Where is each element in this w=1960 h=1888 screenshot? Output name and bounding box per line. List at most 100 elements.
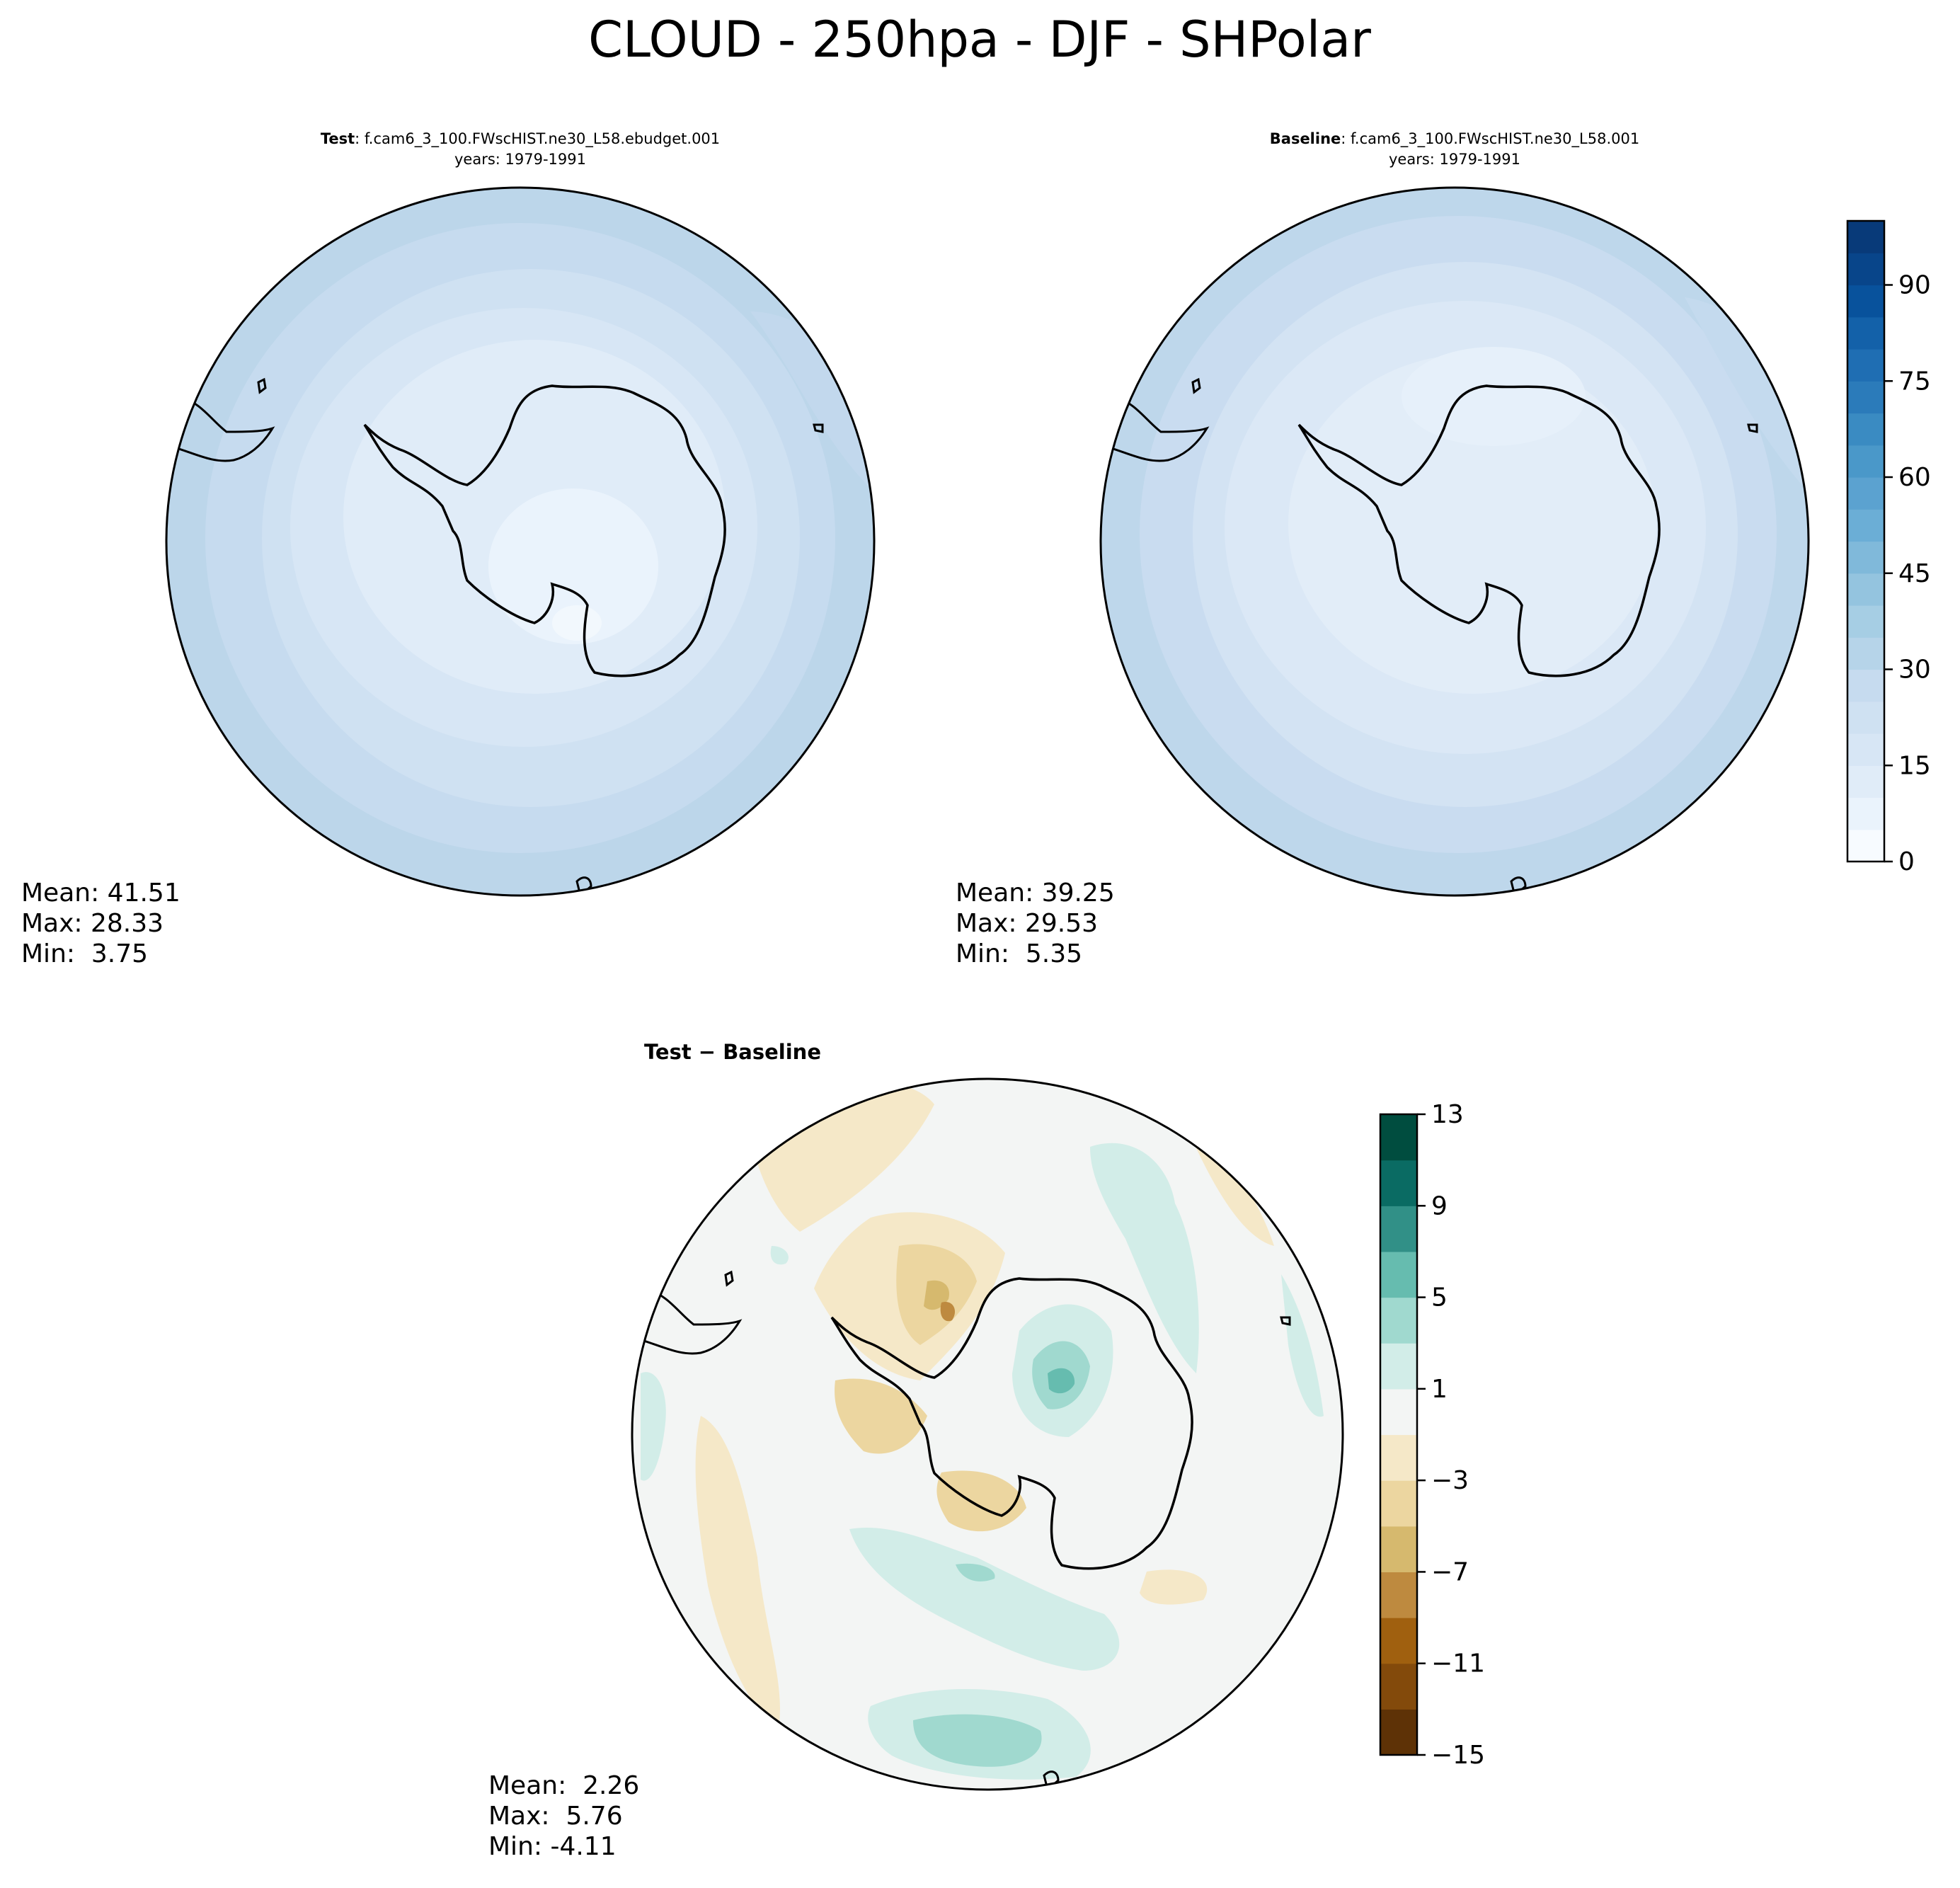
- map-test-band-5: [488, 488, 658, 644]
- panel-baseline-min: Min: 5.35: [956, 939, 1082, 968]
- map-test-border: [165, 186, 876, 897]
- map-baseline-south-america: [1103, 395, 1210, 462]
- colorbar-diverging-cell: [1380, 1572, 1417, 1618]
- colorbar-blues-cell: [1847, 605, 1884, 638]
- map-diff-pos-10: [770, 1246, 789, 1265]
- map-diff-neg-5: [940, 1302, 956, 1322]
- map-baseline-band-4: [1288, 354, 1656, 694]
- map-diff-south-america: [636, 1288, 743, 1355]
- colorbar-blues-tick-label: 75: [1898, 367, 1931, 396]
- map-baseline-band-right: [1685, 297, 1805, 488]
- colorbar-diverging-cell: [1380, 1526, 1417, 1573]
- panel-baseline-title: Baseline: f.cam6_3_100.FWscHIST.ne30_L58…: [1270, 130, 1639, 148]
- panel-diff-max: Max: 5.76: [488, 1802, 623, 1831]
- colorbar-diverging-frame: [1379, 1113, 1419, 1756]
- colorbar-blues-cell: [1847, 221, 1884, 253]
- map-test-south-america: [168, 395, 275, 462]
- panel-diff-title: Test − Baseline: [644, 1040, 821, 1064]
- colorbar-diverging-cell: [1380, 1434, 1417, 1481]
- map-diff-pos-5: [849, 1528, 1120, 1671]
- colorbar-diverging-cell: [1380, 1160, 1417, 1206]
- map-diff-neg-6: [835, 1378, 927, 1454]
- map-test-band-left: [170, 287, 297, 425]
- panel-test-max: Max: 28.33: [21, 909, 164, 938]
- map-baseline-island-1: [1191, 377, 1201, 394]
- colorbar-diverging-cells: [1380, 1114, 1417, 1756]
- colorbar-diverging-cell: [1380, 1206, 1417, 1252]
- colorbar-blues-cell: [1847, 381, 1884, 414]
- colorbar-blues-ticks: 0 15 30 45 60 75 90: [1884, 271, 1931, 876]
- colorbar-blues-cell: [1847, 797, 1884, 830]
- colorbar-blues-frame: [1846, 219, 1886, 863]
- map-diff-neg-10: [1189, 1133, 1274, 1246]
- colorbar-blues-cells: [1847, 221, 1884, 862]
- panel-test: Test: f.cam6_3_100.FWscHIST.ne30_L58.ebu…: [21, 130, 876, 968]
- colorbar-diverging-tick-label: −3: [1431, 1466, 1469, 1495]
- panel-baseline-max: Max: 29.53: [956, 909, 1098, 938]
- colorbar-blues-tick-label: 45: [1898, 559, 1931, 588]
- panel-diff-min: Min: -4.11: [488, 1832, 617, 1861]
- colorbar-blues-cell: [1847, 733, 1884, 766]
- map-baseline-island-2: [1747, 423, 1758, 433]
- colorbar-diverging-tick-label: 13: [1431, 1100, 1464, 1129]
- colorbar-diverging-tick-label: −7: [1431, 1557, 1469, 1586]
- map-diff-pos-11: [956, 1563, 995, 1581]
- map-baseline-new-zealand: [1510, 876, 1527, 896]
- panel-baseline: Baseline: f.cam6_3_100.FWscHIST.ne30_L58…: [956, 130, 1810, 968]
- map-diff-pos-7: [913, 1714, 1042, 1767]
- colorbar-blues-cell: [1847, 285, 1884, 318]
- map-diff-neg-8: [695, 1416, 781, 1727]
- map-diff-new-zealand: [1043, 1770, 1060, 1790]
- map-test: [166, 188, 874, 896]
- colorbar-blues-cell: [1847, 445, 1884, 478]
- map-diff-island-2: [1280, 1316, 1291, 1326]
- map-diff-island-1: [724, 1270, 734, 1287]
- map-baseline-band-5: [1402, 347, 1586, 446]
- map-diff-pos-8: [641, 1372, 666, 1481]
- colorbar-diverging-cell: [1380, 1297, 1417, 1344]
- colorbar-diverging-tick-label: −11: [1431, 1649, 1485, 1678]
- colorbar-blues-cell: [1847, 253, 1884, 286]
- map-test-island-2: [813, 423, 824, 433]
- map-diff-pos-9: [1281, 1274, 1324, 1417]
- colorbar-blues-tick-label: 90: [1898, 271, 1931, 300]
- colorbar-blues-cell: [1847, 701, 1884, 734]
- colorbar-blues-cell: [1847, 413, 1884, 446]
- panel-test-subtitle: years: 1979-1991: [454, 151, 586, 168]
- colorbar-blues-tick-label: 30: [1898, 656, 1931, 685]
- colorbar-diverging-cell: [1380, 1114, 1417, 1161]
- colorbar-diverging-cell: [1380, 1388, 1417, 1436]
- colorbar-diverging-tick-label: 9: [1431, 1191, 1448, 1220]
- panel-test-mean: Mean: 41.51: [21, 879, 180, 908]
- colorbar-blues-cell: [1847, 349, 1884, 382]
- colorbar-diverging-cell: [1380, 1251, 1417, 1298]
- map-diff: [632, 1079, 1343, 1790]
- figure-title: CLOUD - 250hpa - DJF - SHPolar: [588, 11, 1371, 69]
- colorbar-blues-cell: [1847, 573, 1884, 606]
- colorbar-diverging-tick-label: −15: [1431, 1741, 1485, 1770]
- panel-test-min: Min: 3.75: [21, 939, 148, 968]
- map-test-island-1: [257, 377, 267, 394]
- colorbar-blues-tick-label: 60: [1898, 463, 1931, 492]
- map-diff-pos-4: [1090, 1143, 1199, 1373]
- map-test-band-6: [552, 605, 602, 641]
- colorbar-diverging: 13 9 5 1 −3 −7 −11 −15: [1379, 1100, 1485, 1770]
- colorbar-blues-cell: [1847, 477, 1884, 510]
- colorbar-blues-cell: [1847, 316, 1884, 350]
- map-diff-pos-3: [1048, 1368, 1075, 1394]
- map-diff-neg-7: [936, 1470, 1026, 1532]
- colorbar-diverging-cell: [1380, 1343, 1417, 1390]
- map-test-new-zealand: [575, 876, 592, 896]
- colorbar-blues-cell: [1847, 541, 1884, 574]
- colorbar-diverging-ticks: 13 9 5 1 −3 −7 −11 −15: [1417, 1100, 1485, 1770]
- panel-diff-mean: Mean: 2.26: [488, 1771, 639, 1800]
- colorbar-blues-cell: [1847, 669, 1884, 702]
- colorbar-diverging-cell: [1380, 1709, 1417, 1756]
- map-baseline-border: [1099, 186, 1810, 897]
- colorbar-diverging-cell: [1380, 1480, 1417, 1527]
- map-test-band-right: [750, 311, 874, 488]
- colorbar-blues-tick-label: 0: [1898, 847, 1915, 876]
- colorbar-blues-cell: [1847, 637, 1884, 670]
- map-baseline: [1101, 188, 1809, 896]
